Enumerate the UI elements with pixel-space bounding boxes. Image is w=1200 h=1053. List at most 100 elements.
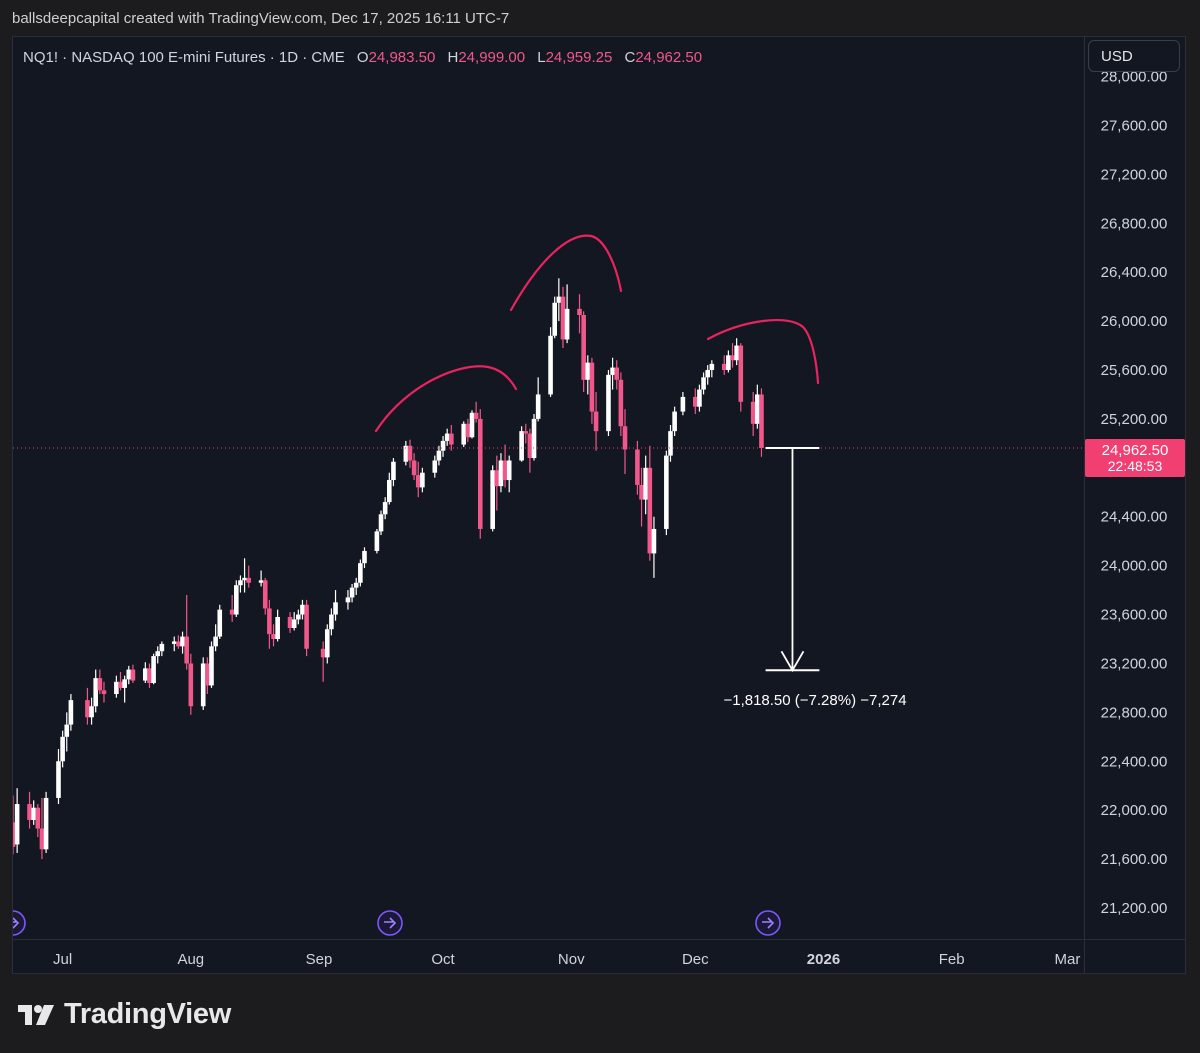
candle-body [353,582,359,588]
candle-body [490,470,495,529]
candle-body [403,445,409,462]
y-tick-label: 25,600.00 [1101,362,1168,379]
last-price-tag-bg [1085,439,1185,477]
events [13,910,781,936]
y-tick-label: 28,000.00 [1101,69,1168,86]
x-tick-label: Mar [1055,951,1081,968]
candle-body [643,467,648,500]
candle-body [680,396,686,412]
candle-body [262,580,268,609]
candle-body [155,651,161,657]
candle-body [159,643,165,652]
event-marker-arrow [13,917,20,929]
last-price-value: 24,962.50 [1102,442,1169,459]
candle-body [444,433,450,441]
event-marker-icon[interactable] [377,910,403,936]
y-tick-label: 21,200.00 [1101,900,1168,917]
candle-body [184,636,189,664]
candle-body [668,431,673,456]
candle-body [709,363,715,370]
event-marker-icon[interactable] [755,910,781,936]
candle-body [238,580,243,586]
candle-body [291,619,297,628]
price-chart[interactable]: 21,200.00 21,600.00 22,000.00 22,400.00 22,8… [13,37,1186,974]
y-tick-label: 26,000.00 [1101,313,1168,330]
x-tick-label: Dec [682,951,709,968]
candle-body [527,433,533,459]
candle-body [577,308,582,315]
candle-body [13,822,16,847]
candle-body [552,302,558,336]
candle-body [89,706,94,718]
candle-body [180,636,185,647]
candle-body [523,431,529,434]
candle-body [726,355,731,370]
candle-body [535,394,541,419]
candle-body [35,807,41,829]
candle-body [217,609,223,637]
candle-body [589,362,595,412]
candle-body [320,648,326,658]
candle-body [618,379,624,427]
candle-body [692,396,698,407]
x-tick-label: Nov [558,951,585,968]
candle-body [56,761,61,798]
event-marker-icon[interactable] [13,910,26,936]
legend-h-label: H [448,49,459,66]
tradingview-logo[interactable]: TradingView [16,998,231,1031]
candle-body [213,636,218,647]
candle-body [333,602,338,615]
x-tick-label: 2026 [807,951,840,968]
candle-body [469,412,475,438]
candle-body [420,472,425,488]
y-tick-label: 25,200.00 [1101,411,1168,428]
bar-countdown: 22:48:53 [1108,458,1163,474]
ohlc-legend: NQ1! · NASDAQ 100 E-mini Futures · 1D · … [23,49,702,66]
legend-l-value: 24,959.25 [546,49,613,66]
candle-body [738,345,744,402]
candle-body [233,585,239,615]
candle-body [639,484,644,500]
candle-body [548,335,553,395]
axes: 21,200.00 21,600.00 22,000.00 22,400.00 22,8… [13,37,1185,973]
candle-body [114,681,119,695]
y-tick-label: 27,600.00 [1101,117,1168,134]
tradingview-mark-icon [18,1004,54,1025]
candle-body [258,580,264,583]
candle-body [556,296,562,303]
candle-body [622,426,628,450]
event-marker-arrow [762,917,775,929]
candle-body [440,440,446,451]
candle-body [200,663,206,707]
candle-body [461,423,467,445]
candle-body [246,577,252,583]
x-tick-label: Sep [306,951,333,968]
candle-body [64,724,70,737]
legend-symbol: NQ1! · NASDAQ 100 E-mini Futures · 1D · … [23,49,345,66]
legend-o-value: 24,983.50 [369,49,436,66]
x-tick-label: Feb [939,951,965,968]
candle-body [267,608,272,635]
candle-body [143,668,148,681]
currency-button[interactable]: USD [1088,40,1180,72]
brand-name: TradingView [64,998,231,1030]
candle-body [415,475,421,488]
chart-credit: ballsdeepcapital created with TradingVie… [12,10,510,27]
candle-body [358,563,363,583]
measure-label: −1,818.50 (−7.28%) −7,274 [723,692,906,709]
y-tick-label: 26,800.00 [1101,215,1168,232]
candle-body [39,828,45,850]
candle-body [300,604,305,615]
right-shoulder-arc [706,318,820,385]
candle-body [750,401,756,424]
y-tick-label: 24,400.00 [1101,509,1168,526]
y-tick-label: 26,400.00 [1101,264,1168,281]
candle-body [498,460,504,487]
candle-body [374,531,380,551]
legend-l-label: L [537,49,545,66]
candle-body [635,449,640,485]
chart-frame[interactable]: 21,200.00 21,600.00 22,000.00 22,400.00 22,8… [12,36,1186,974]
candle-body [581,314,586,380]
candle-body [721,363,727,370]
measure-arrow-head-icon [780,650,805,673]
